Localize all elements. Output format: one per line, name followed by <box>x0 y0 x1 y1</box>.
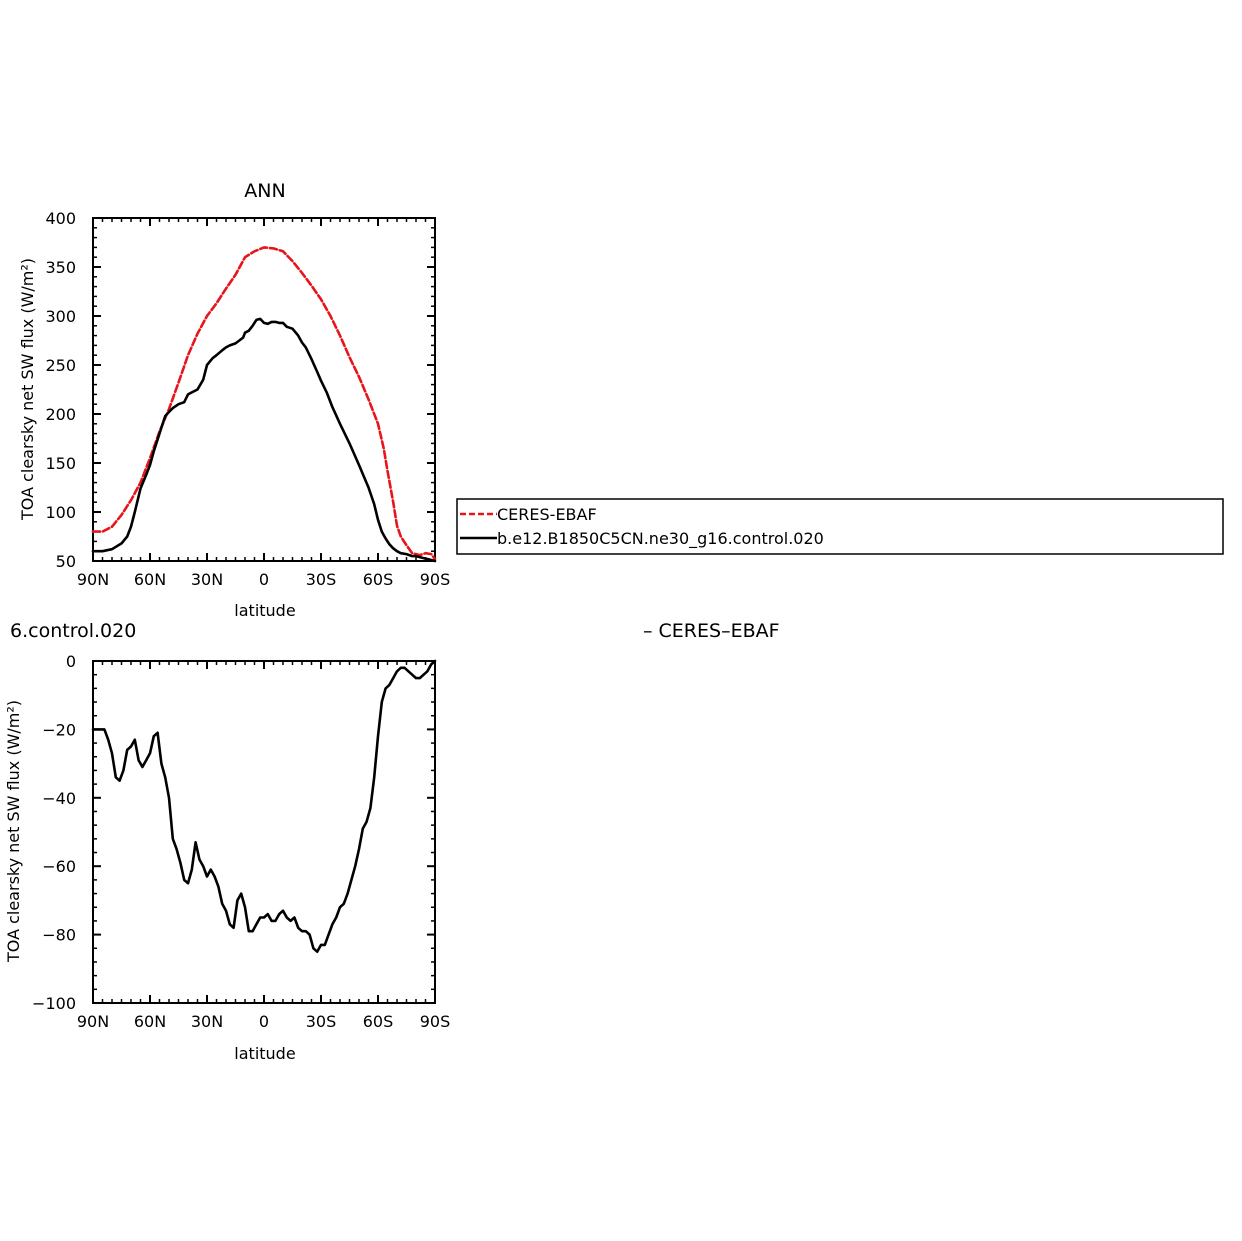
top-x-tick-label: 90S <box>420 570 451 589</box>
bottom-y-tick-label: −100 <box>32 994 76 1013</box>
top-series-line-0 <box>91 246 437 561</box>
legend-box <box>456 498 1224 555</box>
bottom-series-group <box>91 659 437 954</box>
top-y-tick-label: 50 <box>56 552 76 571</box>
top-ticks: 90N 60N 30N 0 30S 60S 90S 50 100 150 200 250 300 350 4… <box>45 209 450 589</box>
top-series-line-1 <box>91 317 437 563</box>
bottom-y-tick-label: 0 <box>66 652 76 671</box>
top-y-tick-label: 300 <box>45 307 76 326</box>
bottom-plot-frame <box>92 660 436 1004</box>
top-x-tick-label: 90N <box>77 570 109 589</box>
legend-label-ceres: CERES-EBAF <box>497 505 597 524</box>
top-y-tick-label: 250 <box>45 356 76 375</box>
bottom-y-tick-label: −60 <box>42 857 76 876</box>
top-y-tick-label: 100 <box>45 503 76 522</box>
top-x-axis-title: latitude <box>234 601 295 620</box>
bottom-y-tick-label: −80 <box>42 926 76 945</box>
bottom-y-tick-label: −20 <box>42 720 76 739</box>
top-y-tick-label: 350 <box>45 258 76 277</box>
bottom-ticks: 90N 60N 30N 0 30S 60S 90S −100 −80 −60 −40 −20 0 <box>32 652 450 1031</box>
top-y-tick-label: 150 <box>45 454 76 473</box>
top-x-tick-label: 60N <box>134 570 166 589</box>
bottom-chart-title: 6.control.020 <box>10 620 136 642</box>
top-x-tick-label: 30N <box>191 570 223 589</box>
bottom-x-axis-title: latitude <box>234 1044 295 1063</box>
top-x-tick-label: 30S <box>306 570 337 589</box>
bottom-x-tick-label: 60S <box>363 1012 394 1031</box>
bottom-y-tick-label: −40 <box>42 789 76 808</box>
bottom-x-tick-label: 30S <box>306 1012 337 1031</box>
bottom-chart-title-suffix: – CERES–EBAF <box>643 620 780 642</box>
top-x-tick-label: 60S <box>363 570 394 589</box>
bottom-y-axis-title: TOA clearsky net SW flux (W/m²) <box>4 700 23 963</box>
top-panel: ANN 90N 60N 30N 0 30S 60S 90S 50 100 150 200 250 300… <box>18 180 450 620</box>
legend: CERES-EBAF b.e12.B1850C5CN.ne30_g16.cont… <box>456 498 1224 555</box>
top-chart-title: ANN <box>244 180 285 202</box>
bottom-x-tick-label: 90S <box>420 1012 451 1031</box>
bottom-panel: 6.control.020 – CERES–EBAF 90N 60N 30N 0 30S… <box>4 620 780 1063</box>
top-series-group <box>91 246 437 563</box>
top-y-axis-title: TOA clearsky net SW flux (W/m²) <box>18 258 37 521</box>
bottom-x-tick-label: 30N <box>191 1012 223 1031</box>
bottom-x-tick-label: 60N <box>134 1012 166 1031</box>
bottom-series-line-0 <box>91 659 437 954</box>
top-y-tick-label: 400 <box>45 209 76 228</box>
bottom-x-tick-label: 0 <box>259 1012 269 1031</box>
top-x-tick-label: 0 <box>259 570 269 589</box>
bottom-x-tick-label: 90N <box>77 1012 109 1031</box>
legend-label-model: b.e12.B1850C5CN.ne30_g16.control.020 <box>497 529 824 549</box>
top-plot-frame <box>92 217 436 562</box>
top-y-tick-label: 200 <box>45 405 76 424</box>
